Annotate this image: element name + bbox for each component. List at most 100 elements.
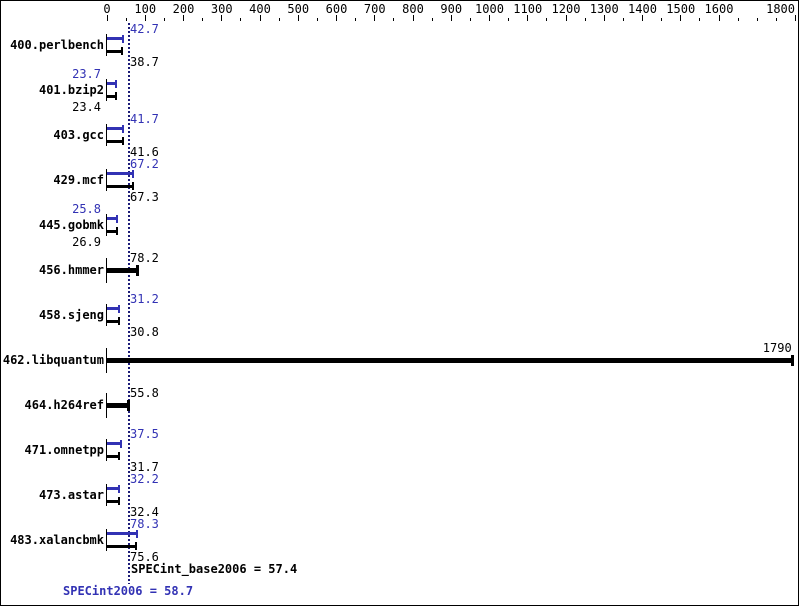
benchmark-label: 445.gobmk xyxy=(38,218,104,232)
x-axis-tick-label: 1500 xyxy=(666,2,696,16)
x-axis-tick-label: 1600 xyxy=(704,2,734,16)
base-value-label: 30.8 xyxy=(130,325,159,339)
axis-origin-tick xyxy=(106,169,107,191)
axis-origin-tick xyxy=(106,484,107,506)
base-bar xyxy=(107,140,123,143)
x-axis-major-tick xyxy=(603,15,605,21)
single-value-label: 55.8 xyxy=(130,386,159,400)
peak-value-label: 41.7 xyxy=(130,112,159,126)
base-value-label: 41.6 xyxy=(130,145,159,159)
axis-origin-tick xyxy=(106,529,107,551)
benchmark-label: 458.sjeng xyxy=(38,308,104,322)
x-axis-minor-tick xyxy=(622,18,624,21)
x-axis-major-tick xyxy=(795,15,796,21)
base-bar-cap xyxy=(134,542,137,550)
axis-origin-tick xyxy=(106,214,107,236)
x-axis-minor-tick xyxy=(508,18,510,21)
x-axis-major-tick xyxy=(374,15,376,21)
single-bar xyxy=(107,403,129,408)
axis-origin-tick xyxy=(106,304,107,326)
axis-origin-tick xyxy=(106,258,107,283)
x-axis-minor-tick xyxy=(240,18,242,21)
x-axis-major-tick xyxy=(642,15,643,21)
peak-bar xyxy=(107,217,117,220)
x-axis-major-tick xyxy=(183,15,184,21)
benchmark-label: 456.hmmer xyxy=(38,263,104,277)
x-axis-minor-tick xyxy=(775,18,777,21)
x-axis-minor-tick xyxy=(202,18,204,21)
x-axis-tick-label: 100 xyxy=(134,2,157,16)
x-axis-tick-label: 1400 xyxy=(628,2,657,16)
x-axis-tick-label: 800 xyxy=(402,2,424,16)
axis-origin-tick xyxy=(106,79,107,101)
x-axis-tick-label: 1000 xyxy=(475,2,504,16)
x-axis-tick-label: 200 xyxy=(172,2,195,16)
specint-peak-summary: SPECint2006 = 58.7 xyxy=(63,584,194,598)
peak-value-label: 78.3 xyxy=(130,517,159,531)
peak-value-label: 31.2 xyxy=(130,292,159,306)
peak-value-label: 67.2 xyxy=(130,157,159,171)
benchmark-label: 400.perlbench xyxy=(10,38,104,52)
base-bar xyxy=(107,95,116,98)
peak-bar-cap xyxy=(117,305,120,313)
x-axis-minor-tick xyxy=(661,18,663,21)
axis-origin-tick xyxy=(106,34,107,56)
base-value-label: 23.4 xyxy=(72,100,101,114)
base-bar-cap xyxy=(121,137,124,145)
benchmark-label: 473.astar xyxy=(38,488,104,502)
x-axis-tick-label: 600 xyxy=(325,2,348,16)
benchmark-label: 403.gcc xyxy=(53,128,104,142)
base-value-label: 26.9 xyxy=(72,235,101,249)
peak-bar-cap xyxy=(135,530,138,538)
x-axis-major-tick xyxy=(297,15,299,21)
base-value-label: 32.4 xyxy=(130,505,159,519)
benchmark-label: 464.h264ref xyxy=(24,398,104,412)
single-value-label: 1790 xyxy=(762,341,792,355)
axis-origin-tick xyxy=(106,124,107,146)
peak-bar-cap xyxy=(115,80,118,88)
single-bar xyxy=(107,268,137,273)
benchmark-label: 401.bzip2 xyxy=(38,83,104,97)
x-axis-major-tick xyxy=(412,15,414,21)
x-axis-minor-tick xyxy=(699,18,701,21)
median-base-line xyxy=(127,23,130,584)
x-axis-major-tick xyxy=(565,15,567,21)
base-bar xyxy=(107,545,136,548)
benchmark-label: 429.mcf xyxy=(53,173,104,187)
base-value-label: 67.3 xyxy=(130,190,159,204)
peak-bar-cap xyxy=(131,170,134,178)
peak-bar xyxy=(107,82,117,85)
peak-bar xyxy=(107,37,124,40)
benchmark-label: 471.omnetpp xyxy=(24,443,104,457)
x-axis-tick-label: 700 xyxy=(363,2,386,16)
x-axis-minor-tick xyxy=(316,18,318,21)
x-axis-major-tick xyxy=(489,15,490,21)
base-bar xyxy=(107,50,122,53)
x-axis-major-tick xyxy=(106,15,108,21)
peak-bar-cap xyxy=(120,440,123,448)
single-bar-cap xyxy=(135,265,139,276)
x-axis-tick-label: 500 xyxy=(287,2,310,16)
single-bar-cap xyxy=(790,355,794,366)
x-axis-tick-label: 900 xyxy=(440,2,463,16)
base-bar-cap xyxy=(114,92,117,100)
x-axis-minor-tick xyxy=(125,18,127,21)
base-value-label: 38.7 xyxy=(130,55,159,69)
x-axis-tick-label: 1100 xyxy=(513,2,543,16)
specint-base-summary: SPECint_base2006 = 57.4 xyxy=(131,562,298,576)
x-axis-minor-tick xyxy=(584,18,586,21)
base-bar xyxy=(107,500,120,503)
base-value-label: 31.7 xyxy=(130,460,159,474)
axis-origin-tick xyxy=(106,393,107,418)
base-bar-cap xyxy=(116,227,119,235)
peak-bar-cap xyxy=(121,125,124,133)
x-axis-tick-label: 0 xyxy=(103,2,111,16)
x-axis-tick-label: 400 xyxy=(249,2,271,16)
x-axis-minor-tick xyxy=(163,18,165,21)
axis-origin-tick xyxy=(106,439,107,461)
x-axis-major-tick xyxy=(680,15,682,21)
x-axis-minor-tick xyxy=(393,18,395,21)
base-value-label: 75.6 xyxy=(130,550,159,564)
x-axis-minor-tick xyxy=(431,18,433,21)
